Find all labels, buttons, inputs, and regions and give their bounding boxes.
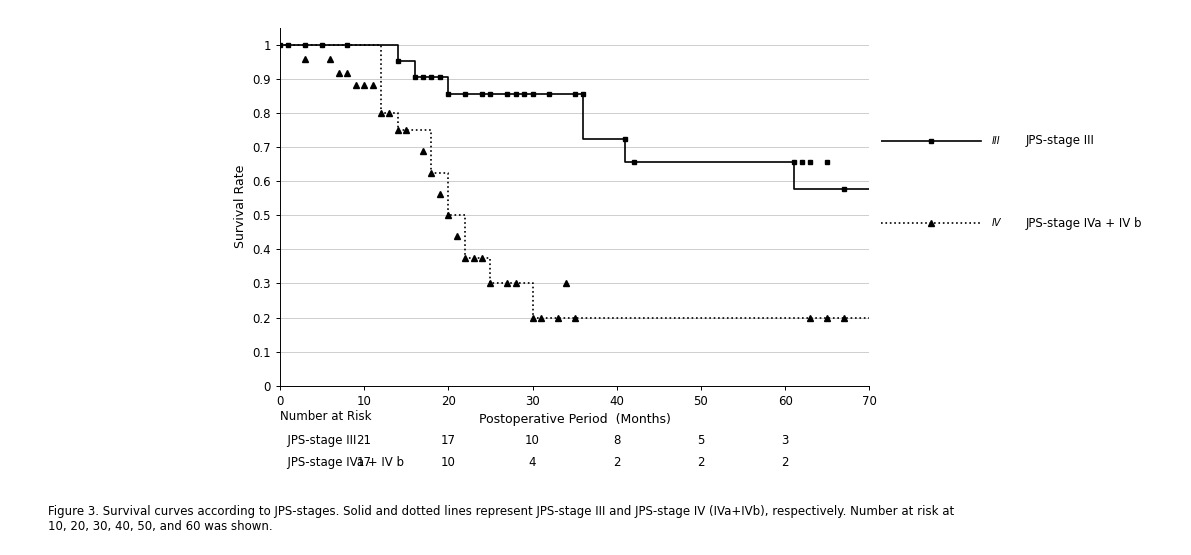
Text: 4: 4 xyxy=(529,456,536,469)
Text: 21: 21 xyxy=(356,434,372,447)
Text: JPS-stage III: JPS-stage III xyxy=(1025,134,1095,148)
Text: 17: 17 xyxy=(441,434,456,447)
Text: JPS-stage IVa + IV b: JPS-stage IVa + IV b xyxy=(1025,217,1142,230)
Text: Figure 3. Survival curves according to JPS-stages. Solid and dotted lines repres: Figure 3. Survival curves according to J… xyxy=(48,505,954,533)
X-axis label: Postoperative Period  (Months): Postoperative Period (Months) xyxy=(479,413,671,426)
Text: 8: 8 xyxy=(613,434,621,447)
Text: IV: IV xyxy=(991,218,1000,229)
Text: 10: 10 xyxy=(525,434,540,447)
Text: 17: 17 xyxy=(356,456,372,469)
Text: JPS-stage IVa + IV b: JPS-stage IVa + IV b xyxy=(280,456,404,469)
Text: 2: 2 xyxy=(781,456,788,469)
Text: 10: 10 xyxy=(441,456,456,469)
Text: 3: 3 xyxy=(781,434,788,447)
Text: 2: 2 xyxy=(697,456,705,469)
Y-axis label: Survival Rate: Survival Rate xyxy=(233,165,247,249)
Text: III: III xyxy=(991,136,1000,146)
Text: Number at Risk: Number at Risk xyxy=(280,410,372,422)
Text: 2: 2 xyxy=(613,456,621,469)
Text: JPS-stage III: JPS-stage III xyxy=(280,434,356,447)
Text: 5: 5 xyxy=(697,434,705,447)
